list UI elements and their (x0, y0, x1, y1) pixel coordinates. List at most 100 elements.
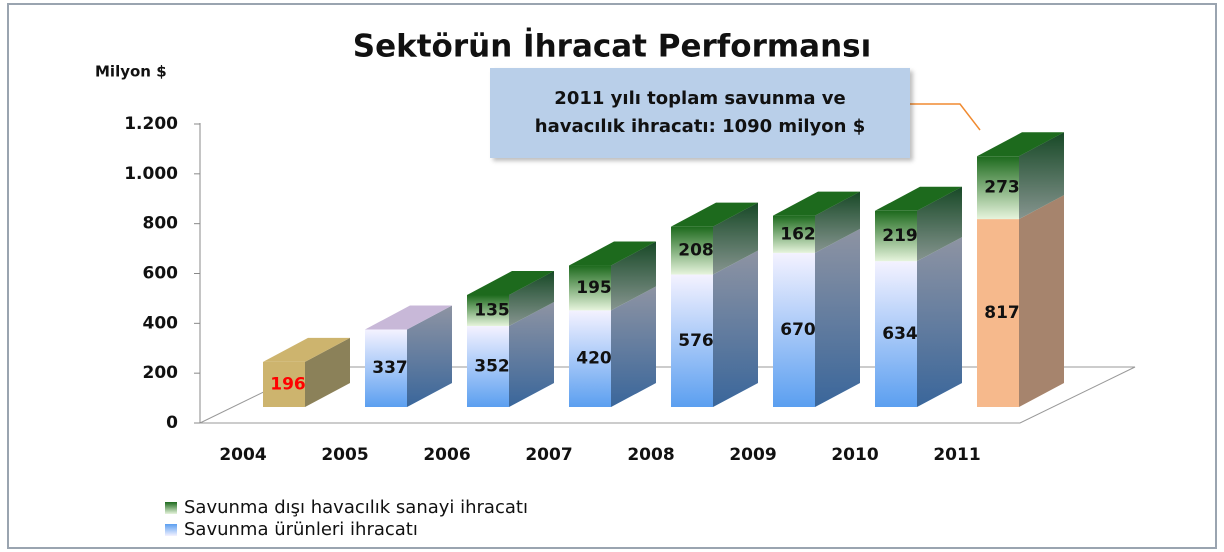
x-tick-label: 2008 (627, 445, 674, 465)
legend-swatch (165, 524, 177, 536)
bar-top (263, 337, 350, 362)
y-tick-label: 400 (143, 313, 179, 333)
bar-segment (569, 241, 656, 311)
x-tick-label: 2007 (525, 445, 572, 465)
value-label: 352 (474, 357, 510, 377)
bar-side (1019, 195, 1064, 407)
legend-label: Savunma ürünleri ihracatı (184, 519, 418, 540)
value-label: 195 (576, 278, 612, 298)
bar-side (509, 270, 554, 327)
value-label: 135 (474, 301, 510, 321)
bar-side-shade (509, 270, 554, 327)
bar-top (569, 241, 656, 266)
bar-side-shade (407, 305, 452, 407)
legend-swatch (165, 502, 177, 514)
y-tick-label: 1.000 (124, 164, 178, 184)
legend-label: Savunma dışı havacılık sanayi ihracatı (184, 497, 528, 518)
bar-segment (671, 250, 758, 407)
x-tick-label: 2010 (831, 445, 878, 465)
bar-side (1019, 132, 1064, 220)
bar-front (263, 361, 305, 407)
y-tick-label: 800 (143, 214, 179, 234)
y-axis-label: Milyon $ (95, 63, 167, 81)
value-label: 670 (780, 320, 816, 340)
bar-side (611, 241, 656, 311)
bar-front (671, 274, 713, 407)
value-label: 337 (372, 358, 408, 378)
bar-segment (977, 195, 1064, 407)
bar-side (917, 237, 962, 407)
bar-segment (875, 186, 962, 262)
bar-side (917, 186, 962, 262)
bar-front (569, 310, 611, 407)
y-tick-label: 600 (143, 264, 179, 284)
x-tick-label: 2009 (729, 445, 776, 465)
bar-front (365, 329, 407, 407)
callout-line (910, 103, 981, 131)
bar-side-shade (815, 228, 860, 407)
bar-front (467, 326, 509, 407)
bar-side-shade (815, 191, 860, 253)
chart-title: Sektörün İhracat Performansı (353, 29, 872, 65)
bar-segment (467, 270, 554, 327)
bar-side-shade (611, 286, 656, 407)
value-label: 196 (270, 374, 306, 394)
annotation: 2011 yılı toplam savunma ve havacılık ih… (490, 68, 910, 158)
y-tick-label: 0 (166, 413, 178, 433)
bar-side (305, 337, 350, 407)
bar-front (773, 252, 815, 407)
bar-side-shade (917, 237, 962, 407)
bar-side-shade (713, 250, 758, 407)
bar-side (509, 302, 554, 407)
bar-top (365, 305, 452, 330)
bar-side (815, 191, 860, 253)
bar-side-shade (917, 186, 962, 262)
x-tick-label: 2005 (321, 445, 368, 465)
bar-top (875, 186, 962, 211)
bar-front (569, 265, 611, 311)
bar-side-shade (305, 337, 350, 407)
x-tick-label: 2006 (423, 445, 470, 465)
bar-segment (569, 286, 656, 407)
bar-segment (773, 191, 860, 253)
bar-side-shade (1019, 132, 1064, 220)
bar-segment (365, 305, 452, 407)
bar-side (407, 305, 452, 407)
bar-front (875, 210, 917, 262)
bar-segment (875, 237, 962, 407)
value-label: 817 (984, 303, 1020, 323)
bar-top (977, 132, 1064, 157)
bar-top (671, 202, 758, 227)
value-label: 162 (780, 224, 816, 244)
bar-side (611, 286, 656, 407)
value-label: 208 (678, 241, 714, 261)
value-label: 219 (882, 226, 918, 246)
bar-front (467, 294, 509, 327)
y-tick-label: 1.200 (124, 114, 178, 134)
bar-segment (671, 202, 758, 275)
y-tick-label: 200 (143, 363, 179, 383)
bar-side-shade (611, 241, 656, 311)
bar-front (977, 219, 1019, 407)
bar-segment (467, 302, 554, 407)
bar-side-shade (1019, 195, 1064, 407)
bar-segment (263, 337, 350, 407)
value-label: 634 (882, 324, 918, 344)
bar-side-shade (509, 302, 554, 407)
bar-front (977, 156, 1019, 220)
value-label: 420 (576, 349, 612, 369)
x-tick-label: 2011 (933, 445, 980, 465)
bar-side-shade (713, 202, 758, 275)
bar-front (773, 215, 815, 253)
bar-side (713, 202, 758, 275)
value-label: 576 (678, 331, 714, 351)
bar-front (671, 226, 713, 275)
value-label: 273 (984, 178, 1020, 198)
bar-side (815, 228, 860, 407)
bar-front (875, 261, 917, 407)
bar-top (773, 191, 860, 216)
bar-segment (977, 132, 1064, 220)
bar-top (467, 270, 554, 295)
x-tick-label: 2004 (219, 445, 266, 465)
